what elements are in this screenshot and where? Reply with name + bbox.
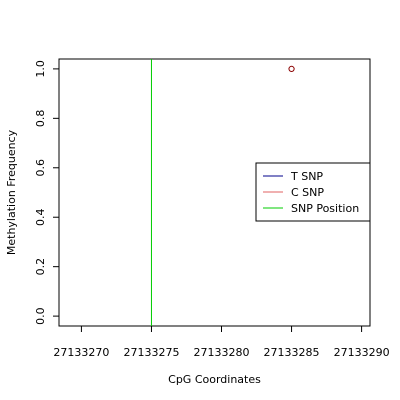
data-points <box>288 65 295 72</box>
x-axis-title: CpG Coordinates <box>168 373 261 386</box>
x-tick-label: 27133290 <box>334 346 390 359</box>
y-tick-label: 1.0 <box>34 60 47 78</box>
data-point <box>288 65 295 72</box>
x-tick-label: 27133280 <box>194 346 250 359</box>
y-tick-label: 0.0 <box>34 307 47 325</box>
legend: T SNP C SNP SNP Position <box>255 162 371 222</box>
y-axis-title: Methylation Frequency <box>5 129 18 255</box>
x-axis: 27133270 27133275 27133280 27133285 27133290 <box>53 325 390 359</box>
x-tick-label: 27133275 <box>123 346 179 359</box>
x-tick-label: 27133270 <box>53 346 109 359</box>
legend-label: C SNP <box>291 186 324 199</box>
y-tick-label: 0.6 <box>34 159 47 177</box>
legend-label: SNP Position <box>291 202 359 215</box>
y-tick-label: 0.8 <box>34 110 47 128</box>
y-axis: 0.0 0.2 0.4 0.6 0.8 1.0 <box>34 60 60 325</box>
y-tick-label: 0.4 <box>34 208 47 226</box>
y-tick-label: 0.2 <box>34 258 47 276</box>
legend-label: T SNP <box>290 170 323 183</box>
x-tick-label: 27133285 <box>264 346 320 359</box>
